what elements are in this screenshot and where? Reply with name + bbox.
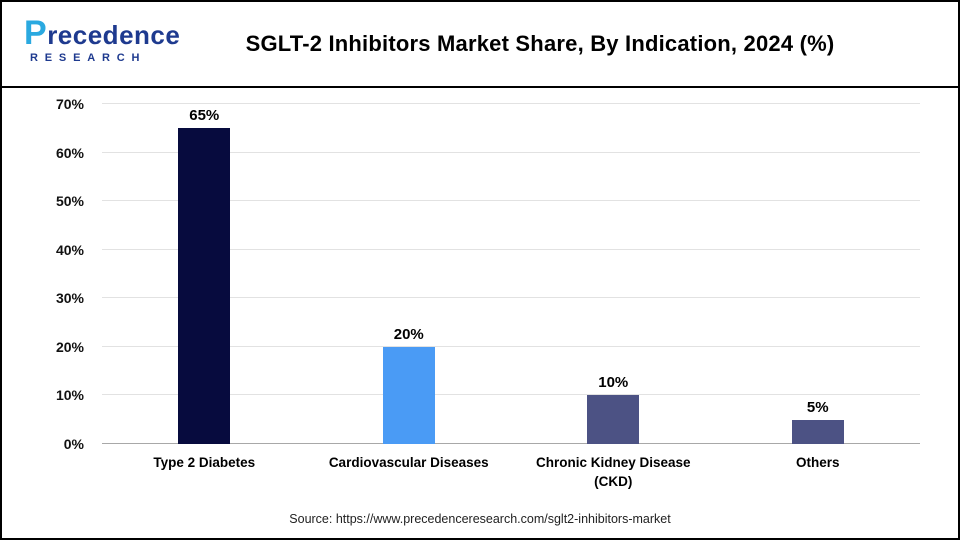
bar — [791, 419, 844, 444]
precedence-research-logo: Precedence RESEARCH — [24, 16, 180, 64]
bar — [178, 128, 231, 444]
plot-area: 65% 20% 10% 5% — [102, 103, 920, 444]
bar-column: 5% — [716, 104, 921, 444]
gridline — [102, 345, 920, 347]
y-tick-label: 70% — [55, 96, 84, 112]
bar — [382, 346, 435, 444]
y-tick-label: 50% — [55, 193, 84, 210]
y-tick-label: 30% — [55, 290, 84, 307]
gridline — [102, 103, 920, 104]
bar-value-label: 10% — [598, 374, 629, 392]
x-axis-labels: Type 2 Diabetes Cardiovascular Diseases Ch… — [102, 454, 920, 492]
gridline — [102, 200, 920, 202]
bar-column: 20% — [307, 104, 512, 444]
logo-subtitle: RESEARCH — [30, 52, 147, 64]
logo-wordmark: Precedence — [24, 14, 181, 52]
gridline — [102, 297, 920, 299]
bar-column: 10% — [511, 104, 716, 444]
x-category-label: Cardiovascular Diseases — [328, 455, 489, 470]
gridline — [102, 151, 920, 153]
bar-column: 65% — [102, 104, 307, 444]
x-category-label: Chronic Kidney Disease (CKD) — [535, 455, 691, 489]
x-axis-baseline — [102, 443, 920, 444]
gridline — [102, 248, 920, 250]
bar — [587, 395, 640, 444]
chart-title: SGLT-2 Inhibitors Market Share, By Indic… — [245, 31, 835, 56]
gridline — [102, 394, 920, 396]
x-category-label: Others — [795, 455, 840, 470]
y-tick-label: 60% — [55, 144, 84, 161]
y-tick-label: 20% — [55, 338, 84, 355]
x-category-label: Type 2 Diabetes — [153, 455, 256, 470]
bar-chart: 0% 10% 20% 30% 40% 50% 60% 70% 65% 20% 10% 5% Type… — [18, 96, 920, 492]
bar-value-label: 5% — [806, 398, 829, 416]
bar-value-label: 65% — [189, 107, 220, 125]
source-text: Source: https://www.precedenceresearch.c… — [289, 512, 671, 526]
y-tick-label: 0% — [63, 436, 84, 452]
y-tick-label: 10% — [55, 387, 84, 404]
bar-value-label: 20% — [393, 325, 424, 343]
y-tick-label: 40% — [55, 241, 84, 258]
y-axis: 0% 10% 20% 30% 40% 50% 60% 70% — [18, 96, 90, 452]
header: Precedence RESEARCH SGLT-2 Inhibitors Ma… — [2, 2, 958, 88]
bars-row: 65% 20% 10% 5% — [102, 104, 920, 444]
